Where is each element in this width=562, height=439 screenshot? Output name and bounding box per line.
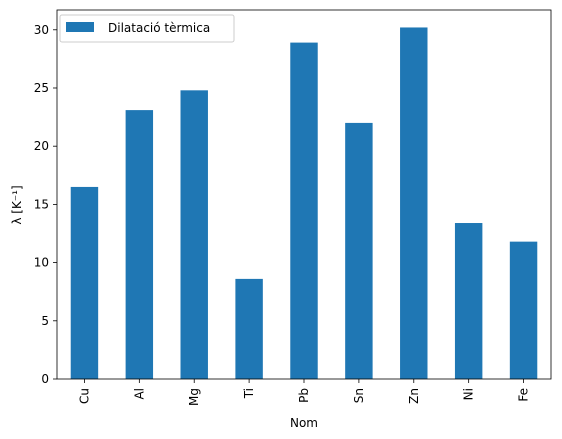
y-tick-label: 15 (34, 197, 49, 211)
y-tick-label: 5 (41, 314, 49, 328)
y-tick-label: 0 (41, 372, 49, 386)
y-axis: 0 5 10 15 20 25 30 (34, 23, 57, 386)
bar-cu (70, 186, 99, 379)
plot-frame (56, 9, 552, 380)
bar-ni (454, 223, 483, 379)
bar-pb (290, 42, 318, 380)
x-tick-label: Ti (242, 388, 256, 399)
bar-al (125, 110, 154, 380)
x-tick-label: Cu (77, 388, 91, 404)
bar-fe (509, 241, 538, 379)
y-tick-label: 10 (34, 256, 49, 270)
bar-sn (345, 122, 373, 379)
bar-ti (235, 278, 263, 379)
legend: Dilatació tèrmica (59, 14, 235, 43)
x-tick-label: Al (132, 388, 146, 400)
x-tick-label: Fe (517, 388, 531, 402)
y-tick-label: 25 (34, 81, 49, 95)
x-axis-label: Nom (290, 416, 318, 430)
x-tick-label: Zn (407, 388, 421, 404)
legend-swatch (66, 22, 94, 32)
legend-box (59, 14, 235, 43)
x-axis: Cu Al Mg Ti Pb Sn Zn Ni Fe (77, 379, 531, 406)
x-tick-label: Ni (462, 388, 476, 400)
x-tick-label: Mg (187, 388, 201, 406)
y-axis-label: λ [K⁻¹] (10, 185, 24, 224)
bar-zn (400, 27, 428, 379)
legend-label: Dilatació tèrmica (108, 21, 210, 35)
bar-mg (180, 90, 208, 380)
y-tick-label: 30 (34, 23, 49, 37)
x-tick-label: Sn (352, 388, 366, 403)
bars-group (70, 27, 538, 380)
y-tick-label: 20 (34, 139, 49, 153)
x-tick-label: Pb (297, 388, 311, 403)
